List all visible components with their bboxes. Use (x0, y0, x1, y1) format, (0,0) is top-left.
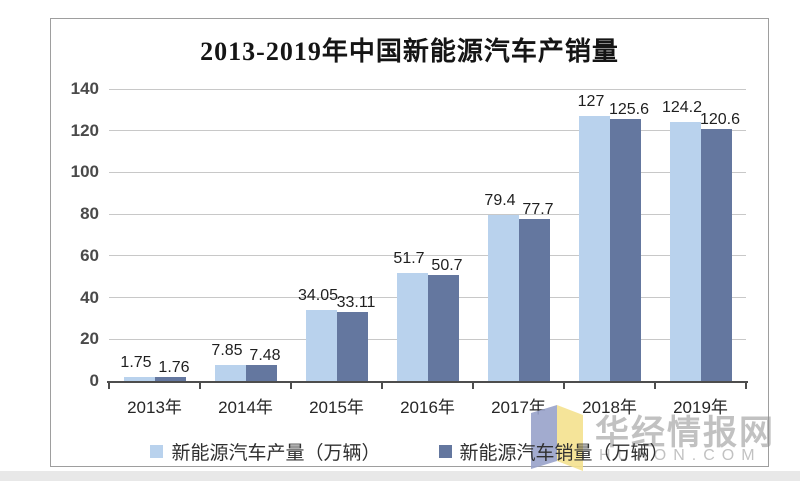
x-tick-label: 2013年 (127, 398, 182, 417)
legend-swatch-sales (438, 444, 452, 458)
legend-label: 新能源汽车销量（万辆） (459, 442, 669, 464)
x-axis-tick (563, 383, 565, 389)
y-tick-label: 60 (80, 245, 99, 265)
value-label-production: 127 (577, 93, 605, 111)
x-axis-tick (381, 383, 383, 389)
x-axis-tick (290, 383, 292, 389)
legend: 新能源汽车产量（万辆） 新能源汽车销量（万辆） (51, 438, 768, 464)
y-tick-label: 100 (70, 162, 99, 182)
bar-production (396, 273, 428, 381)
gridline-y-80 (109, 213, 746, 215)
y-tick-label: 140 (70, 79, 99, 98)
watermark-text-en: HUAON.COM (599, 447, 762, 464)
x-axis-tick (745, 383, 747, 389)
value-label-sales: 50.7 (431, 257, 463, 275)
bar-sales (427, 275, 459, 381)
value-label-production: 124.2 (661, 98, 703, 116)
bar-sales (245, 365, 277, 381)
watermark-text-cn: 华经情报网 (595, 414, 775, 452)
bar-production (214, 364, 246, 381)
legend-label: 新能源汽车产量（万辆） (171, 442, 381, 464)
x-axis-tick (108, 383, 110, 389)
gridline-y-100 (109, 171, 746, 173)
x-tick-label: 2019年 (673, 398, 728, 417)
value-label-sales: 33.11 (336, 293, 376, 311)
gridline-y-120 (109, 130, 746, 132)
value-label-sales: 77.7 (522, 200, 554, 218)
value-label-production: 34.05 (297, 286, 339, 304)
x-tick-label: 2014年 (218, 398, 273, 417)
bar-sales (154, 377, 186, 381)
value-label-production: 79.4 (484, 192, 516, 210)
bar-sales (609, 119, 641, 381)
y-tick-label: 120 (70, 120, 99, 140)
legend-item-production: 新能源汽车产量（万辆） (150, 438, 381, 465)
watermark-logo-icon (531, 405, 583, 471)
bar-production (669, 121, 701, 381)
value-label-production: 7.85 (211, 341, 243, 359)
bar-production (578, 116, 610, 381)
bottom-strip (0, 471, 800, 481)
bar-production (487, 215, 519, 381)
x-tick-label: 2015年 (309, 398, 364, 417)
bar-sales (518, 218, 550, 381)
x-tick-label: 2018年 (582, 398, 637, 417)
value-label-sales: 120.6 (699, 111, 741, 129)
x-axis-line (107, 381, 748, 383)
y-tick-label: 40 (80, 287, 99, 307)
x-axis-tick (472, 383, 474, 389)
plot-area: 0 20 40 60 80 100 120 140 1.75 1.76 2013年 7.85 7.48 2… (51, 19, 768, 466)
value-label-production: 1.75 (120, 354, 152, 372)
value-label-sales: 1.76 (158, 359, 190, 377)
value-label-production: 51.7 (393, 250, 425, 268)
y-tick-label: 80 (80, 204, 99, 224)
gridline-y-60 (109, 255, 746, 257)
bar-production (305, 309, 337, 381)
y-tick-label: 20 (80, 329, 99, 349)
y-tick-label: 0 (89, 371, 99, 390)
value-label-sales: 125.6 (608, 101, 650, 119)
x-tick-label: 2016年 (400, 398, 455, 417)
chart-container: 2013-2019年中国新能源汽车产销量 0 20 40 60 80 100 120 140 1… (50, 18, 775, 471)
chart-title: 2013-2019年中国新能源汽车产销量 (200, 37, 619, 66)
bar-production (123, 377, 155, 381)
bar-sales (700, 129, 732, 381)
value-label-sales: 7.48 (249, 347, 281, 365)
x-axis-tick (654, 383, 656, 389)
x-tick-label: 2017年 (491, 398, 546, 417)
legend-item-sales: 新能源汽车销量（万辆） (438, 438, 669, 465)
gridline-y-140 (109, 88, 746, 90)
legend-swatch-production (150, 444, 164, 458)
x-axis-tick (199, 383, 201, 389)
bar-sales (336, 311, 368, 381)
